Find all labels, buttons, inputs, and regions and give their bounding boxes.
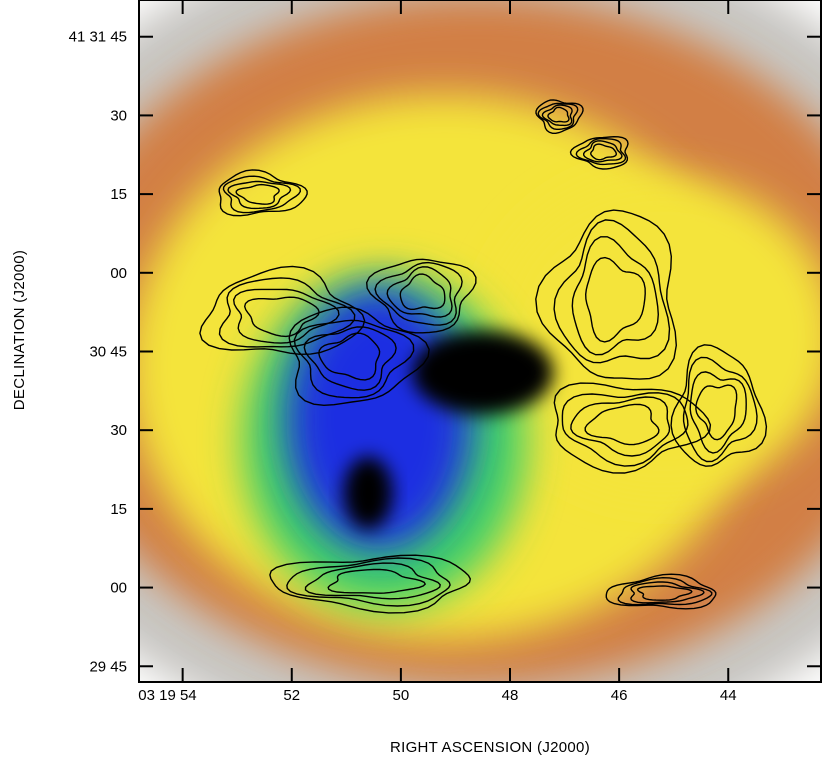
contour-line	[535, 209, 678, 380]
contour-line	[243, 296, 320, 338]
contour-line	[399, 273, 446, 310]
y-tick-label: 30	[110, 422, 127, 439]
x-tick-label: 50	[393, 687, 410, 704]
contour-line	[535, 99, 584, 134]
contour-line	[303, 326, 397, 391]
contour-line	[630, 581, 705, 604]
contour-line	[286, 557, 451, 607]
contour-line	[590, 143, 618, 161]
y-tick-labels: 41 31 45 30 15 00 30 45 30 15 00 29 45	[69, 29, 127, 676]
emission-blob-peak	[343, 456, 393, 530]
y-tick-label: 15	[110, 501, 127, 518]
contour-line	[199, 265, 366, 356]
x-tick-label: 52	[283, 687, 300, 704]
contour-line	[571, 236, 660, 356]
contour-line	[547, 106, 570, 123]
contour-line	[575, 137, 627, 166]
contour-line	[327, 568, 427, 594]
contour-line	[304, 562, 441, 600]
contour-line	[570, 396, 671, 457]
contour-line	[269, 554, 472, 614]
contour-line	[218, 169, 308, 217]
x-tick-label: 03 19 54	[138, 687, 196, 704]
contour-overlay	[199, 99, 768, 614]
axis-ticks	[139, 0, 821, 682]
contour-line	[374, 261, 463, 326]
contour-line	[561, 392, 689, 467]
emission-blob-middle	[488, 178, 821, 494]
y-tick-label: 00	[110, 580, 127, 597]
y-tick-label: 00	[110, 265, 127, 282]
contour-line	[695, 384, 738, 441]
contour-line	[553, 219, 671, 364]
y-tick-label: 30 45	[89, 343, 127, 360]
contour-line	[584, 256, 646, 343]
contour-line	[541, 104, 573, 127]
y-tick-label: 41 31 45	[69, 29, 127, 46]
y-tick-label: 30	[110, 107, 127, 124]
contour-line	[689, 371, 747, 454]
contour-line	[235, 183, 280, 205]
contour-line	[605, 573, 717, 610]
contour-line	[537, 102, 579, 130]
x-tick-labels: 03 19 54 52 50 48 46 44	[138, 687, 736, 704]
contour-line	[318, 332, 381, 381]
y-tick-label: 15	[110, 186, 127, 203]
x-tick-label: 46	[611, 687, 628, 704]
x-tick-label: 48	[502, 687, 519, 704]
contour-line	[617, 576, 713, 606]
plot-frame	[138, 0, 822, 683]
y-axis-title: DECLINATION (J2000)	[11, 250, 28, 410]
emission-blob-peak	[411, 330, 554, 415]
contour-line	[365, 258, 477, 334]
contour-line	[227, 180, 292, 210]
contour-line	[232, 288, 340, 344]
contour-line	[670, 344, 768, 467]
y-tick-label: 29 45	[89, 658, 127, 675]
contour-line	[288, 306, 430, 407]
contour-line	[584, 403, 660, 446]
x-tick-label: 44	[720, 687, 737, 704]
contour-line	[583, 140, 623, 163]
x-axis-title: RIGHT ASCENSION (J2000)	[390, 739, 590, 756]
contour-line	[636, 585, 693, 601]
contour-line	[386, 266, 453, 318]
contour-line	[293, 319, 415, 399]
contour-line	[569, 135, 629, 170]
contour-line	[222, 175, 302, 214]
contour-line	[553, 382, 712, 474]
contour-line	[218, 277, 356, 348]
